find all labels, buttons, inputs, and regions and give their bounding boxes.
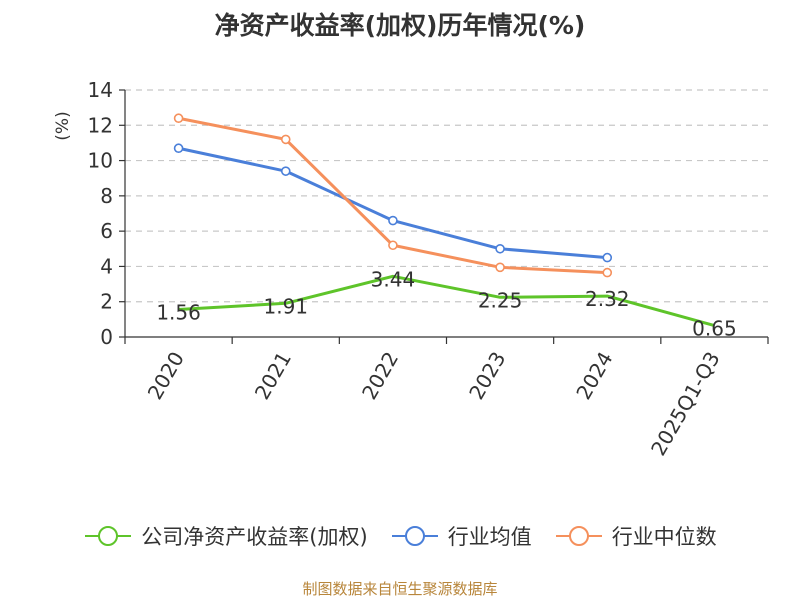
legend-label: 行业中位数 <box>611 525 717 549</box>
data-label: 2.32 <box>585 287 630 311</box>
y-tick-label: 2 <box>100 290 113 314</box>
data-point <box>388 240 398 251</box>
data-point <box>495 243 505 254</box>
x-tick-label: 2022 <box>357 348 403 404</box>
legend-label: 行业均值 <box>447 525 532 549</box>
y-axis-unit-label: (%) <box>53 111 73 140</box>
x-tick-label: 2025Q1-Q3 <box>646 348 725 460</box>
data-point <box>602 267 613 278</box>
legend-swatch-icon <box>555 526 602 546</box>
source-note: 制图数据来自恒生聚源数据库 <box>302 580 498 598</box>
x-tick-label: 2021 <box>250 348 296 404</box>
y-tick-label: 12 <box>88 113 113 137</box>
legend-swatch-icon <box>85 526 132 546</box>
x-tick-label: 2020 <box>143 348 189 404</box>
data-label: 2.25 <box>478 288 523 312</box>
line-chart: 0 2 4 6 8 10 12 14 (%) 2020 2021 2022 2023 2024 2025Q1… <box>53 78 769 460</box>
legend-item[interactable]: 行业中位数 <box>554 521 717 551</box>
data-label: 1.91 <box>263 294 308 318</box>
data-label: 1.56 <box>156 300 201 324</box>
data-point <box>280 134 291 145</box>
legend-item[interactable]: 公司净资产收益率(加权) <box>83 521 368 551</box>
legend-swatch-icon <box>391 526 438 546</box>
y-tick-label: 4 <box>100 254 113 278</box>
x-tick-label: 2023 <box>464 348 510 404</box>
data-label: 3.44 <box>371 267 416 291</box>
y-tick-label: 8 <box>100 184 113 208</box>
chart-legend: 公司净资产收益率(加权) 行业均值 行业中位数 <box>0 518 800 554</box>
chart-title: 净资产收益率(加权)历年情况(%) <box>214 11 586 40</box>
data-point <box>388 215 398 226</box>
y-tick-label: 10 <box>88 149 113 173</box>
series-line <box>178 274 715 327</box>
legend-label: 公司净资产收益率(加权) <box>141 525 368 549</box>
data-point <box>602 252 613 263</box>
data-point <box>495 262 505 273</box>
x-tick-label: 2024 <box>571 348 617 404</box>
y-tick-label: 14 <box>88 78 113 102</box>
data-label: 0.65 <box>692 317 737 341</box>
legend-item[interactable]: 行业均值 <box>390 521 532 551</box>
data-point <box>173 143 184 154</box>
data-point <box>173 113 184 124</box>
y-tick-label: 6 <box>100 219 113 243</box>
data-point <box>280 166 291 176</box>
y-tick-label: 0 <box>100 325 113 349</box>
